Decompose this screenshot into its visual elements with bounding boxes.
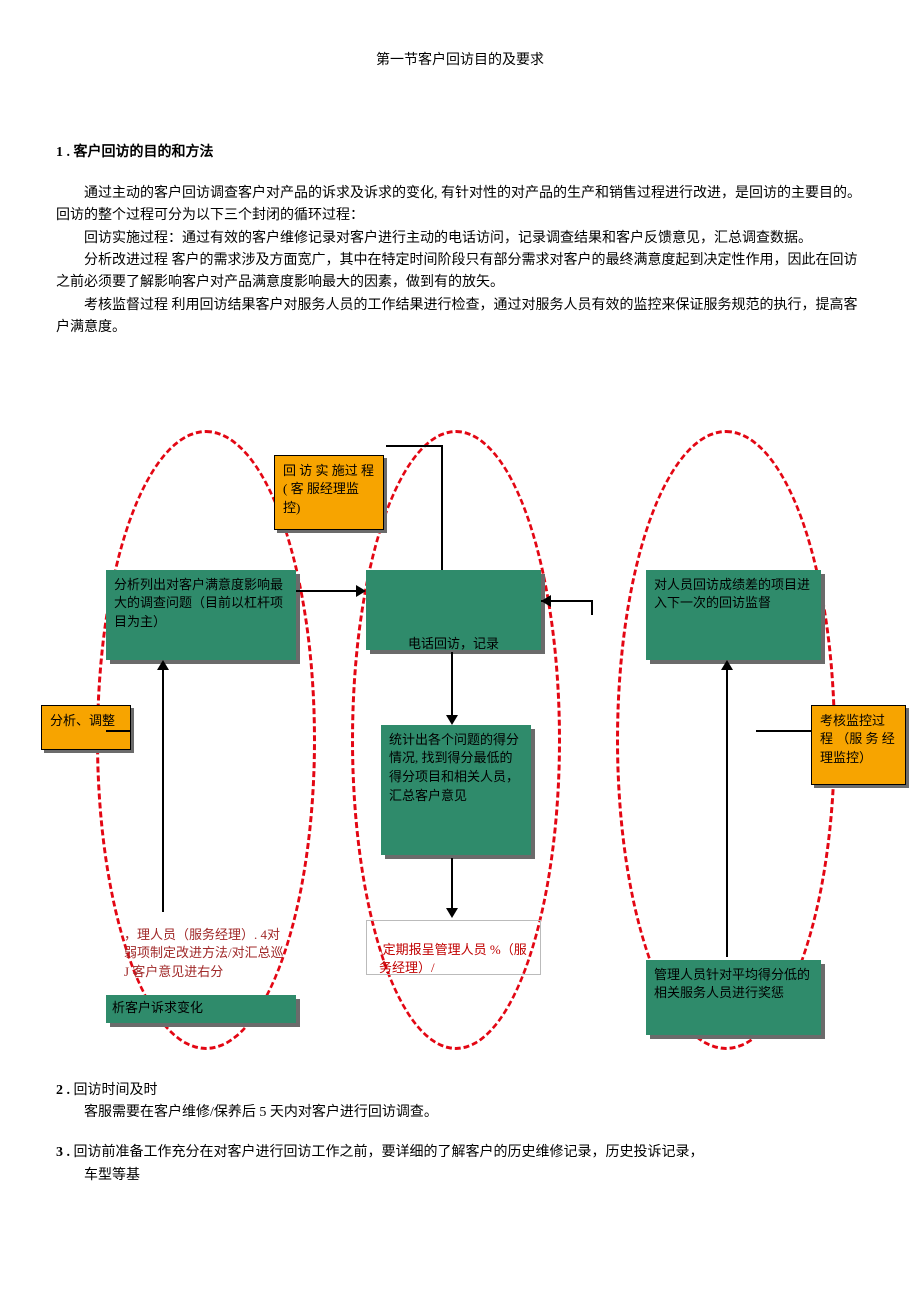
section2-num: 2 . <box>56 1083 70 1098</box>
box-analyze-questions: 分析列出对客户满意度影响最大的调查问题（目前以杠杆项目为主） <box>106 570 296 660</box>
conn <box>106 730 131 732</box>
section1-body: 通过主动的客户回访调查客户对产品的诉求及诉求的变化, 有针对性的对产品的生产和销… <box>56 183 864 340</box>
conn <box>162 662 164 912</box>
conn <box>296 590 364 592</box>
section3: 3 . 回访前准备工作充分在对客户进行回访工作之前，要详细的了解客户的历史维修记… <box>56 1142 864 1187</box>
section1-heading-text: 客户回访的目的和方法 <box>74 145 214 160</box>
text-manage-improve: ，理人员（服务经理）. 4对弱项制定改进方法/对汇总巡 J 客户意见进右分 <box>116 920 296 989</box>
box-demand-change: 析客户诉求变化 <box>106 995 296 1023</box>
para: 通过主动的客户回访调查客户对产品的诉求及诉求的变化, 有针对性的对产品的生产和销… <box>56 183 864 228</box>
box-reward-punish: 管理人员针对平均得分低的相关服务人员进行奖惩 <box>646 960 821 1035</box>
box-implement-process: 回 访 实 施过 程 ( 客 服经理监控) <box>274 455 384 530</box>
process-diagram: 分析列出对客户满意度影响最大的调查问题（目前以杠杆项目为主） 析客户诉求变化 电… <box>56 430 864 1070</box>
arrow-icon <box>541 595 551 607</box>
box-phone-visit: 电话回访，记录 <box>366 570 541 650</box>
conn <box>756 730 811 732</box>
box-analyze-adjust: 分析、调整 <box>41 705 131 750</box>
arrow-icon <box>721 660 733 670</box>
section3-lead: 回访前准备工作充分在对客户进行回访工作之前，要详细的了解客户的历史维修记录，历史… <box>74 1145 704 1160</box>
page-title: 第一节客户回访目的及要求 <box>56 50 864 72</box>
conn <box>386 445 441 447</box>
conn <box>451 858 453 913</box>
section3-cont: 车型等基 <box>84 1165 864 1187</box>
conn <box>591 600 593 615</box>
outline-box <box>366 920 541 975</box>
conn <box>726 662 728 957</box>
conn <box>451 652 453 722</box>
para: 回访实施过程：通过有效的客户维修记录对客户进行主动的电话访问，记录调查结果和客户… <box>56 228 864 250</box>
section1-heading: 1 . 客户回访的目的和方法 <box>56 142 864 164</box>
section1-num: 1 . <box>56 145 70 160</box>
para: 分析改进过程 客户的需求涉及方面宽广，其中在特定时间阶段只有部分需求对客户的最终… <box>56 250 864 295</box>
arrow-icon <box>446 715 458 725</box>
box-followup-supervise: 对人员回访成绩差的项目进入下一次的回访监督 <box>646 570 821 660</box>
box-stats: 统计出各个问题的得分情况, 找到得分最低的得分项目和相关人员，汇总客户意见 <box>381 725 531 855</box>
section2-lead: 回访时间及时 <box>74 1083 158 1098</box>
arrow-icon <box>446 908 458 918</box>
arrow-icon <box>356 585 366 597</box>
conn <box>441 445 443 570</box>
para: 考核监督过程 利用回访结果客户对服务人员的工作结果进行检查，通过对服务人员有效的… <box>56 295 864 340</box>
section2-cont: 客服需要在客户维修/保养后 5 天内对客户进行回访调查。 <box>84 1102 864 1124</box>
box-phone-visit-label: 电话回访，记录 <box>366 635 541 654</box>
box-audit-monitor: 考核监控过程 （服 务 经理监控） <box>811 705 906 785</box>
section3-num: 3 . <box>56 1145 70 1160</box>
section2: 2 . 回访时间及时 客服需要在客户维修/保养后 5 天内对客户进行回访调查。 <box>56 1080 864 1125</box>
arrow-icon <box>157 660 169 670</box>
